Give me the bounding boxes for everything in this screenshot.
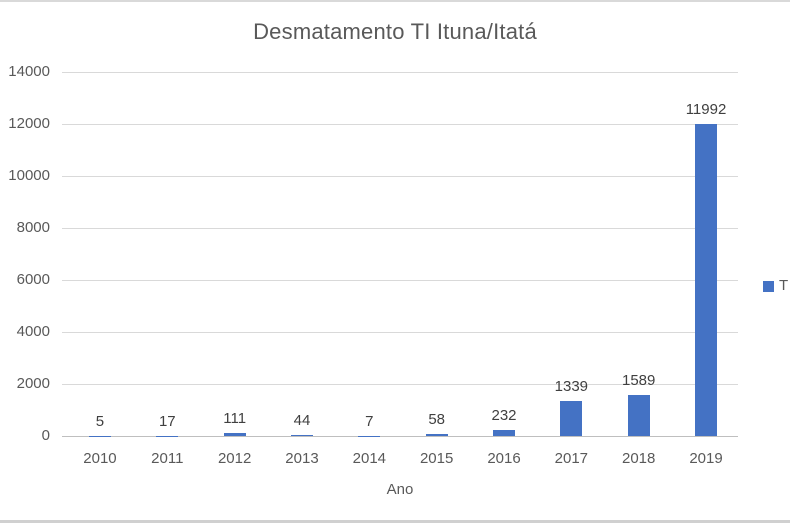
data-label-2018: 1589 xyxy=(622,371,656,389)
data-label-2016: 232 xyxy=(491,406,517,424)
x-tick-label-2015: 2015 xyxy=(419,450,454,467)
x-tick-label-2012: 2012 xyxy=(217,450,252,467)
x-axis-title: Ano xyxy=(386,481,414,498)
bar-2018 xyxy=(627,394,650,436)
chart-title: Desmatamento TI Ituna/Itatá xyxy=(253,19,537,44)
legend-swatch-icon xyxy=(763,281,774,292)
gridline xyxy=(62,228,738,229)
bar-2016 xyxy=(493,429,515,436)
data-label-2017: 1339 xyxy=(554,378,589,396)
data-label-2010: 5 xyxy=(95,412,105,430)
y-tick-label: 14000 xyxy=(8,63,50,80)
y-tick-label: 12000 xyxy=(8,115,50,132)
x-tick-label-2014: 2014 xyxy=(352,450,387,467)
data-label-2014: 7 xyxy=(365,412,374,430)
y-tick-label: 4000 xyxy=(16,323,50,340)
gridline xyxy=(62,280,738,281)
frame-border-bottom xyxy=(0,520,790,523)
x-tick-label-2010: 2010 xyxy=(83,450,117,467)
gridline xyxy=(62,332,738,333)
data-label-2019: 11992 xyxy=(685,101,727,119)
y-tick-label: 2000 xyxy=(16,375,50,392)
x-axis-line xyxy=(62,436,738,437)
bar-2013 xyxy=(290,434,313,436)
data-label-2013: 44 xyxy=(293,411,311,429)
y-tick-label: 6000 xyxy=(16,271,50,288)
bar-2015 xyxy=(425,434,448,436)
y-tick-label: 10000 xyxy=(8,167,50,184)
x-tick-label-2013: 2013 xyxy=(285,450,319,467)
x-tick-label-2018: 2018 xyxy=(622,450,656,467)
bar-2012 xyxy=(223,433,246,436)
x-tick-label-2016: 2016 xyxy=(487,450,521,467)
frame-border-top xyxy=(0,0,790,2)
x-tick-label-2017: 2017 xyxy=(554,450,589,467)
gridline xyxy=(62,124,738,125)
y-tick-label: 8000 xyxy=(16,219,50,236)
x-tick-label-2011: 2011 xyxy=(151,450,184,467)
gridline xyxy=(62,384,738,385)
data-label-2012: 111 xyxy=(223,410,247,428)
gridline xyxy=(62,176,738,177)
gridline xyxy=(62,72,738,73)
bar-2017 xyxy=(560,401,583,436)
bar-2019 xyxy=(695,124,718,436)
data-label-2011: 17 xyxy=(158,412,176,430)
legend-label: T xyxy=(779,277,789,294)
x-tick-label-2019: 2019 xyxy=(689,450,723,467)
data-label-2015: 58 xyxy=(428,411,445,429)
y-tick-label: 0 xyxy=(41,427,50,444)
